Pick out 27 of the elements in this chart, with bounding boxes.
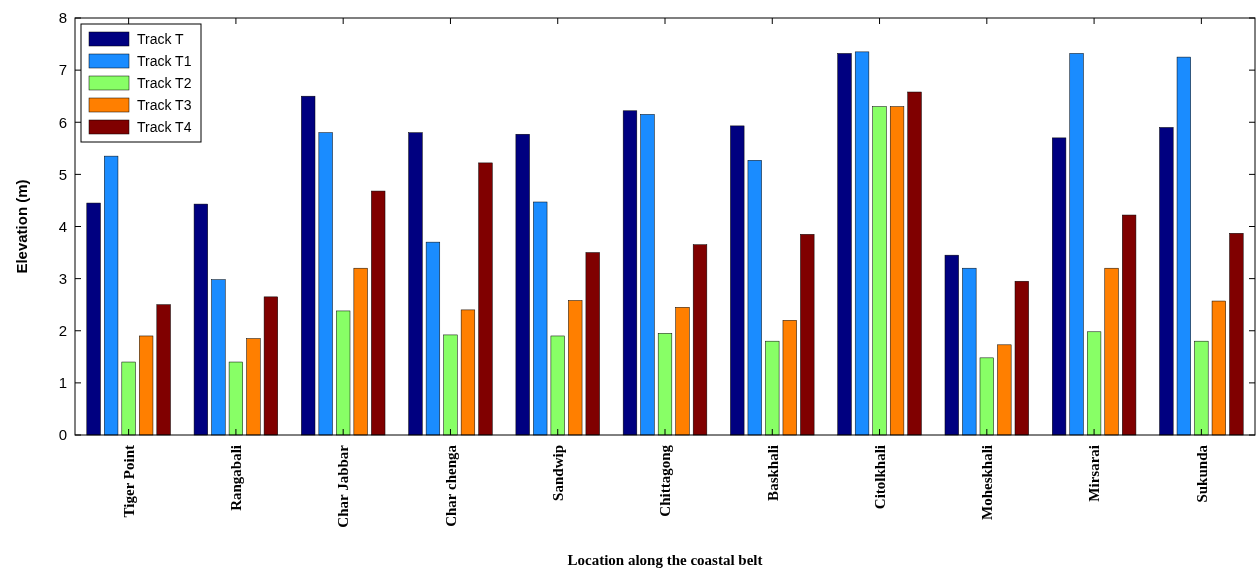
x-tick-label: Char chenga [442,444,459,527]
y-tick-label: 0 [58,426,67,444]
legend-label: Track T3 [137,96,192,113]
x-tick-label: Rangabali [228,445,245,511]
y-tick-label: 6 [58,113,67,131]
y-tick-label: 1 [58,374,67,392]
y-axis-title: Elevation (m) [13,179,30,274]
x-tick-label: Tiger Point [120,445,137,518]
y-tick-label: 2 [58,322,67,339]
legend-label: Track T [137,30,185,47]
legend-label: Track T2 [137,74,192,91]
legend-label: Track T1 [137,52,192,69]
x-tick-label: Char Jabbar [335,444,352,528]
x-tick-label: Sukunda [1193,444,1210,503]
x-tick-label: Mirsarai [1086,445,1103,502]
y-tick-label: 8 [58,9,67,27]
legend-label: Track T4 [137,118,192,135]
x-tick-label: Citolkhali [871,445,888,510]
x-tick-label: Moheskhali [979,445,996,521]
y-tick-label: 5 [58,165,67,183]
y-tick-label: 3 [58,269,67,287]
y-tick-label: 4 [58,217,67,235]
x-axis-title: Location along the coastal belt [567,552,763,568]
x-tick-label: Chittagong [657,444,674,517]
x-tick-label: Sandwip [549,445,566,501]
x-tick-label: Baskhali [764,445,781,501]
y-tick-label: 7 [58,61,67,79]
